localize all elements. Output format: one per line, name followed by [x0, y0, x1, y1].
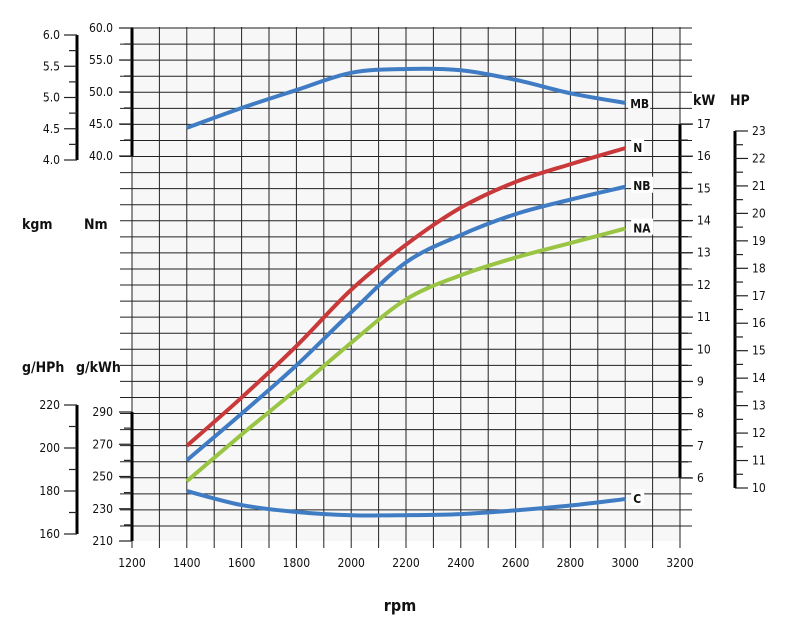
- HP-tick-label: 13: [752, 399, 766, 413]
- x-tick-label: 1400: [173, 556, 201, 570]
- kW-tick-label: 8: [697, 407, 704, 421]
- series-line-na: [185, 226, 626, 483]
- kW-tick-label: 6: [697, 471, 704, 485]
- g_kWh-tick-label: 290: [92, 405, 113, 419]
- series-line-n: [185, 146, 626, 448]
- series-label-mb: MB: [630, 97, 649, 111]
- g_HPh-tick-label: 200: [39, 441, 60, 455]
- Nm-tick-label: 40.0: [89, 149, 113, 163]
- series-label-bg: [628, 92, 651, 109]
- x-tick-label: 3000: [611, 556, 639, 570]
- kW-tick-label: 16: [697, 149, 711, 163]
- g-hph-axis-label: g/HPh: [22, 360, 64, 376]
- kW-tick-label: 13: [697, 246, 711, 260]
- x-tick-label: 2800: [557, 556, 585, 570]
- HP-tick-label: 12: [752, 426, 766, 440]
- HP-tick-label: 22: [752, 151, 766, 165]
- series-label-bg: [631, 218, 654, 235]
- nm-axis-label: Nm: [84, 217, 108, 233]
- kW-tick-label: 9: [697, 374, 704, 388]
- g_kWh-tick-label: 230: [92, 502, 113, 516]
- kW-tick-label: 17: [697, 117, 711, 131]
- g_HPh-tick-label: 160: [39, 527, 60, 541]
- series-label-na: NA: [633, 222, 651, 236]
- x-tick-label: 2200: [392, 556, 420, 570]
- axes: 1200 1400 1600 1800 2000 2200 2400 2600 2800 3000…: [39, 21, 765, 570]
- x-tick-label: 3200: [666, 556, 694, 570]
- x-tick-label: 1800: [283, 556, 311, 570]
- kW-tick-label: 11: [697, 310, 711, 324]
- series-label-bg: [631, 489, 645, 506]
- kgm-tick-label: 4.5: [43, 122, 60, 136]
- HP-tick-label: 10: [752, 481, 766, 495]
- series-line-nb: [185, 184, 626, 462]
- HP-tick-label: 23: [752, 124, 766, 138]
- HP-tick-label: 18: [752, 261, 766, 275]
- series-label-bg: [631, 138, 645, 155]
- HP-tick-label: 15: [752, 344, 766, 358]
- kgm-tick-label: 5.0: [43, 91, 60, 105]
- x-tick-label: 2600: [502, 556, 530, 570]
- g_HPh-tick-label: 180: [39, 484, 60, 498]
- kW-tick-label: 14: [697, 214, 711, 228]
- HP-tick-label: 11: [752, 454, 766, 468]
- series-label-nb: NB: [633, 179, 650, 193]
- g-kwh-axis-label: g/kWh: [76, 360, 121, 376]
- HP-tick-label: 14: [752, 371, 766, 385]
- g_kWh-tick-label: 270: [92, 437, 113, 451]
- Nm-tick-label: 60.0: [89, 21, 113, 35]
- x-tick-label: 1200: [118, 556, 146, 570]
- kw-axis-label: kW: [693, 93, 715, 109]
- x-tick-label: 1600: [228, 556, 256, 570]
- series-line-mb: [186, 66, 626, 130]
- Nm-tick-label: 45.0: [89, 117, 113, 131]
- kgm-tick-label: 6.0: [43, 28, 60, 42]
- x-tick-label: 2400: [447, 556, 475, 570]
- series-label-bg: [631, 176, 654, 193]
- g_kWh-tick-label: 210: [92, 534, 113, 548]
- hp-axis-label: HP: [730, 93, 750, 109]
- series-group: MB N NB NA C: [185, 66, 654, 518]
- kW-tick-label: 7: [697, 439, 704, 453]
- x-axis-label: rpm: [384, 596, 416, 615]
- HP-tick-label: 17: [752, 289, 766, 303]
- kW-tick-label: 10: [697, 342, 711, 356]
- HP-tick-label: 20: [752, 206, 766, 220]
- HP-tick-label: 16: [752, 316, 766, 330]
- kgm-tick-label: 4.0: [43, 153, 60, 167]
- kgm-tick-label: 5.5: [43, 59, 60, 73]
- Nm-tick-label: 50.0: [89, 85, 113, 99]
- g_HPh-tick-label: 220: [39, 398, 60, 412]
- Nm-tick-label: 55.0: [89, 53, 113, 67]
- kgm-axis-label: kgm: [22, 217, 53, 233]
- x-tick-label: 2000: [337, 556, 365, 570]
- g_kWh-tick-label: 250: [92, 470, 113, 484]
- kW-tick-label: 12: [697, 278, 711, 292]
- HP-tick-label: 19: [752, 234, 766, 248]
- series-label-c: C: [633, 492, 641, 506]
- series-line-c: [186, 489, 626, 518]
- HP-tick-label: 21: [752, 179, 766, 193]
- kW-tick-label: 15: [697, 181, 711, 195]
- series-label-n: N: [633, 141, 642, 155]
